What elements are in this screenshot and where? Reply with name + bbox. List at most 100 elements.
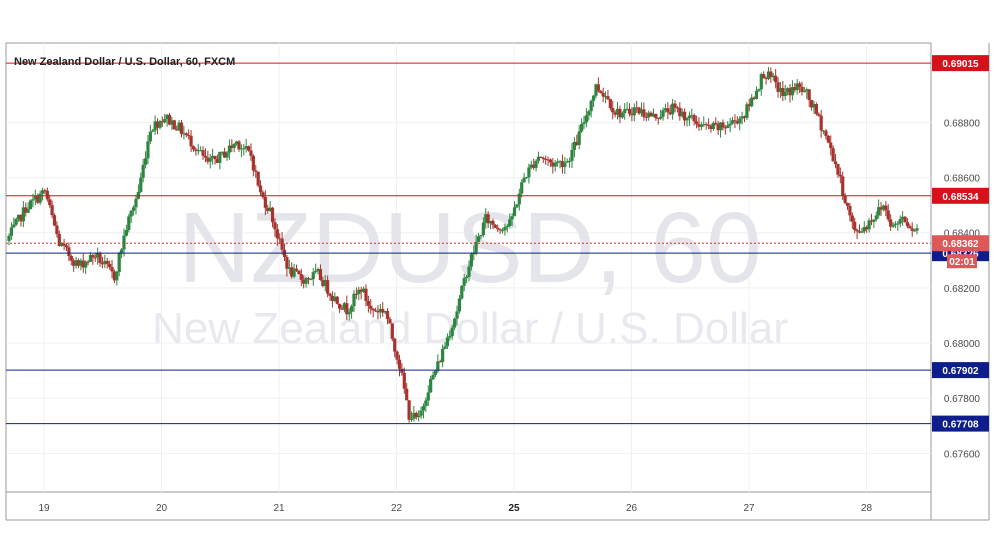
- candle-body: [234, 141, 239, 144]
- candle-body: [716, 124, 720, 131]
- candle-down: [45, 187, 49, 202]
- price-tick-label: 0.68000: [944, 339, 981, 350]
- candle-down: [551, 158, 555, 174]
- candle-up: [639, 102, 644, 117]
- candle-up: [699, 121, 703, 131]
- candle-down: [328, 292, 332, 301]
- candle-up: [21, 201, 25, 228]
- candle-up: [304, 276, 308, 288]
- candle-down: [340, 305, 344, 310]
- candle-down: [371, 307, 375, 318]
- candle-up: [445, 333, 450, 349]
- candle-up: [74, 256, 78, 269]
- candle-down: [776, 77, 780, 98]
- candle-down: [656, 117, 660, 125]
- candle-up: [311, 268, 315, 286]
- candle-body: [491, 220, 495, 225]
- candle-down: [817, 112, 821, 117]
- candle-body: [187, 135, 191, 137]
- candle-body: [115, 271, 119, 281]
- candle-body: [407, 400, 411, 420]
- candle-body: [620, 113, 624, 118]
- countdown-text: 02:01: [949, 257, 975, 268]
- candle-down: [575, 134, 579, 146]
- candle-up: [443, 342, 447, 350]
- candle-up: [568, 157, 572, 168]
- candle-body: [738, 118, 742, 124]
- candle-body: [146, 141, 150, 159]
- candle-body: [568, 160, 572, 162]
- candle-body: [124, 230, 128, 236]
- candle-body: [381, 308, 385, 313]
- candle-body: [896, 223, 900, 225]
- candle-up: [556, 158, 560, 167]
- candle-down: [373, 307, 378, 313]
- candle-body: [697, 124, 701, 127]
- horizontal-levels[interactable]: [6, 62, 931, 425]
- candle-body: [397, 359, 402, 369]
- candle-down: [395, 350, 399, 365]
- candle-body: [292, 268, 296, 277]
- candle-body: [905, 222, 910, 227]
- candle-down: [546, 156, 550, 166]
- candle-body: [683, 111, 687, 121]
- candle-down: [237, 140, 241, 152]
- candle-down: [397, 354, 402, 377]
- candle-down: [388, 316, 392, 324]
- candle-body: [239, 148, 243, 150]
- candle-up: [196, 143, 200, 155]
- candle-body: [474, 241, 478, 253]
- candle-down: [833, 154, 838, 169]
- candle-down: [675, 105, 680, 113]
- candle-body: [476, 236, 481, 242]
- candle-up: [702, 116, 706, 128]
- candle-up: [663, 103, 668, 113]
- support-level-badge-text: 0.67708: [942, 420, 979, 431]
- candle-body: [553, 162, 557, 167]
- candle-body: [874, 215, 878, 220]
- candle-up: [740, 111, 744, 125]
- candle-body: [460, 285, 464, 299]
- candle-body: [608, 99, 612, 109]
- candle-body: [297, 270, 301, 275]
- candle-body: [747, 104, 751, 107]
- candle-up: [730, 116, 735, 125]
- candle-body: [563, 162, 567, 168]
- candle-up: [38, 190, 42, 206]
- candle-down: [191, 145, 196, 152]
- candle-body: [774, 75, 778, 83]
- candle-body: [16, 214, 21, 219]
- candle-body: [21, 207, 25, 222]
- candle-body: [378, 308, 382, 313]
- candle-body: [246, 146, 251, 151]
- candle-body: [503, 226, 507, 231]
- candle-body: [64, 245, 69, 248]
- candle-up: [26, 202, 30, 214]
- candle-body: [869, 220, 874, 222]
- candle-down: [869, 213, 874, 226]
- candle-body: [278, 238, 282, 240]
- candle-body: [656, 118, 660, 120]
- candle-body: [889, 219, 893, 227]
- candle-down: [62, 238, 66, 251]
- candle-body: [663, 108, 668, 111]
- candle-body: [776, 82, 780, 92]
- candle-body: [318, 269, 323, 280]
- candle-down: [668, 104, 672, 116]
- candle-body: [438, 361, 442, 363]
- candle-body: [309, 279, 313, 281]
- time-tick-label: 27: [743, 503, 755, 514]
- candle-up: [512, 201, 517, 217]
- candle-body: [635, 107, 639, 109]
- candle-body: [218, 151, 222, 163]
- candle-up: [170, 116, 174, 130]
- candle-body: [333, 296, 337, 301]
- candle-body: [644, 116, 648, 118]
- candle-down: [716, 120, 720, 135]
- candle-down: [910, 222, 914, 237]
- candle-down: [273, 218, 277, 237]
- candle-down: [848, 202, 852, 222]
- candle-body: [179, 122, 184, 134]
- candle-down: [843, 193, 847, 205]
